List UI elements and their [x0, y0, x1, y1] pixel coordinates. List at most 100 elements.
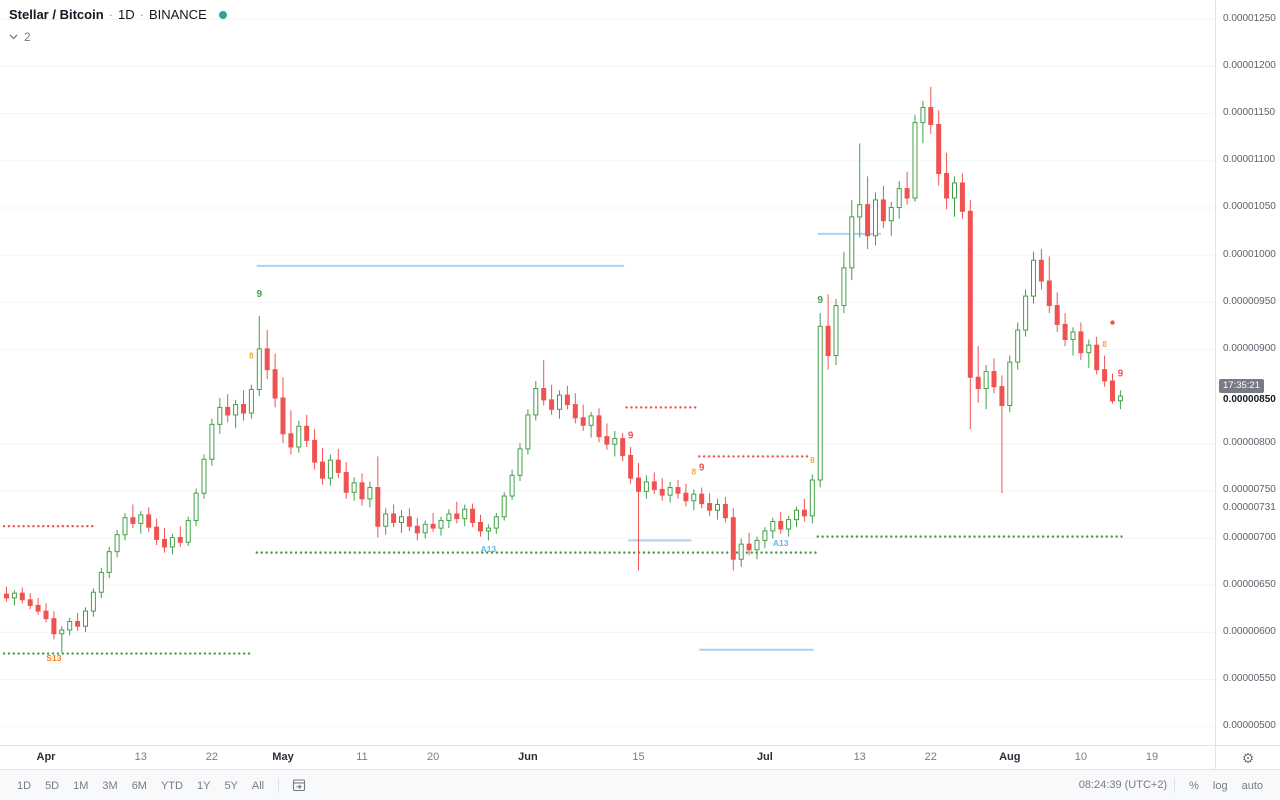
indicators-collapse-button[interactable]: 2: [9, 30, 227, 44]
go-to-date-button[interactable]: [286, 775, 312, 795]
candle-body: [1117, 395, 1123, 402]
candle-body: [572, 404, 578, 419]
scale-button-percent[interactable]: %: [1182, 777, 1206, 795]
scale-button-auto[interactable]: auto: [1235, 777, 1270, 795]
range-button-all[interactable]: All: [245, 777, 271, 795]
candle-body: [383, 513, 389, 527]
candle-body: [399, 516, 404, 523]
candle-body: [959, 182, 965, 212]
candle-body: [67, 620, 73, 631]
candle-body: [809, 479, 815, 517]
interval-label: 1D: [117, 7, 135, 22]
candle-body: [525, 414, 531, 450]
candle-body: [312, 439, 318, 463]
candle-body: [699, 493, 705, 505]
price-axis[interactable]: 0.00001250 0.00001200 0.00001150 0.00001100…: [1215, 0, 1280, 745]
clock-label[interactable]: 08:24:39 (UTC+2): [1078, 779, 1168, 791]
candle-body: [628, 454, 634, 479]
td-marker-label: 8: [810, 456, 815, 465]
price-tick: 0.00000550: [1223, 672, 1276, 684]
candle-body: [975, 376, 981, 390]
candle-body: [707, 503, 713, 511]
range-button-ytd[interactable]: YTD: [154, 777, 190, 795]
candle-body: [51, 618, 57, 635]
candle-body: [533, 388, 539, 416]
candle-body: [691, 493, 697, 502]
candle-body: [517, 448, 523, 476]
candle-body: [130, 517, 136, 524]
candle-body: [794, 509, 799, 521]
toolbar-divider: [278, 777, 280, 793]
candle-body: [604, 436, 610, 445]
scale-button-log[interactable]: log: [1206, 777, 1235, 795]
candle-body: [509, 474, 515, 497]
scale-toolbar: 08:24:39 (UTC+2) % log auto: [1079, 776, 1270, 795]
range-button-5y[interactable]: 5Y: [217, 777, 244, 795]
candle-body: [169, 537, 175, 548]
candle-body: [952, 182, 957, 199]
range-button-1y[interactable]: 1Y: [190, 777, 217, 795]
td-marker-label: 9: [817, 295, 823, 306]
range-button-6m[interactable]: 6M: [125, 777, 154, 795]
price-tick: 0.00001000: [1223, 248, 1276, 260]
candle-body: [209, 423, 215, 460]
price-tick: 0.00001100: [1223, 154, 1276, 166]
candle-body: [651, 481, 657, 490]
candle-body: [920, 107, 926, 124]
candle-body: [98, 571, 104, 593]
candle-body: [896, 188, 902, 208]
toolbar-divider: [1174, 777, 1176, 793]
candle-body: [825, 325, 831, 357]
td-marker-label: 8: [692, 468, 697, 477]
bar-countdown-badge: 17:35:21: [1219, 379, 1264, 394]
indicators-count: 2: [24, 30, 31, 44]
price-tick: 0.00001250: [1223, 12, 1276, 24]
candle-body: [1023, 295, 1029, 331]
candle-body: [801, 509, 807, 517]
chart-legend: Stellar / Bitcoin · 1D · BINANCE 2: [9, 7, 227, 44]
candle-body: [841, 267, 847, 307]
grid: [0, 18, 1215, 728]
range-button-3m[interactable]: 3M: [95, 777, 124, 795]
candle-body: [912, 122, 918, 199]
exchange-label: BINANCE: [148, 7, 207, 22]
td-marker-label: 9: [699, 463, 705, 474]
separator-dot: ·: [108, 7, 113, 22]
candle-body: [738, 543, 744, 560]
price-tick: 0.00001150: [1223, 107, 1276, 119]
td-marker-label: 8: [249, 352, 254, 361]
range-button-1d[interactable]: 1D: [10, 777, 38, 795]
candle-body: [715, 504, 720, 511]
candle-body: [430, 523, 436, 529]
price-tick: 0.00000900: [1223, 342, 1276, 354]
candle-body: [1007, 361, 1013, 407]
range-button-5d[interactable]: 5D: [38, 777, 66, 795]
symbol-title[interactable]: Stellar / Bitcoin · 1D · BINANCE: [9, 7, 227, 22]
candle-body: [335, 459, 341, 473]
candle-body: [778, 521, 784, 530]
gear-icon[interactable]: ⚙: [1241, 749, 1255, 766]
symbol-name: Stellar / Bitcoin: [9, 7, 104, 22]
td-marker-label: 9: [257, 289, 263, 300]
candle-body: [873, 199, 878, 237]
time-axis[interactable]: Apr 13 22 May 11 20 Jun 15 Jul 13 22 Aug 10 19: [0, 746, 1215, 769]
candle-body: [122, 517, 128, 536]
candle-body: [19, 592, 25, 601]
candle-body: [754, 539, 760, 551]
range-button-1m[interactable]: 1M: [66, 777, 95, 795]
candle-body: [406, 516, 412, 527]
price-level-label: 0.00000731: [1223, 502, 1276, 514]
candle-body: [501, 495, 507, 518]
candle-body: [272, 369, 278, 399]
candle-body: [154, 526, 160, 540]
candle-body: [201, 458, 207, 494]
candle-body: [1046, 280, 1052, 307]
candle-body: [233, 404, 239, 416]
candle-body: [43, 610, 49, 620]
candle-body: [564, 394, 570, 406]
price-tick: 0.00000650: [1223, 578, 1276, 590]
candle-body: [620, 438, 626, 456]
